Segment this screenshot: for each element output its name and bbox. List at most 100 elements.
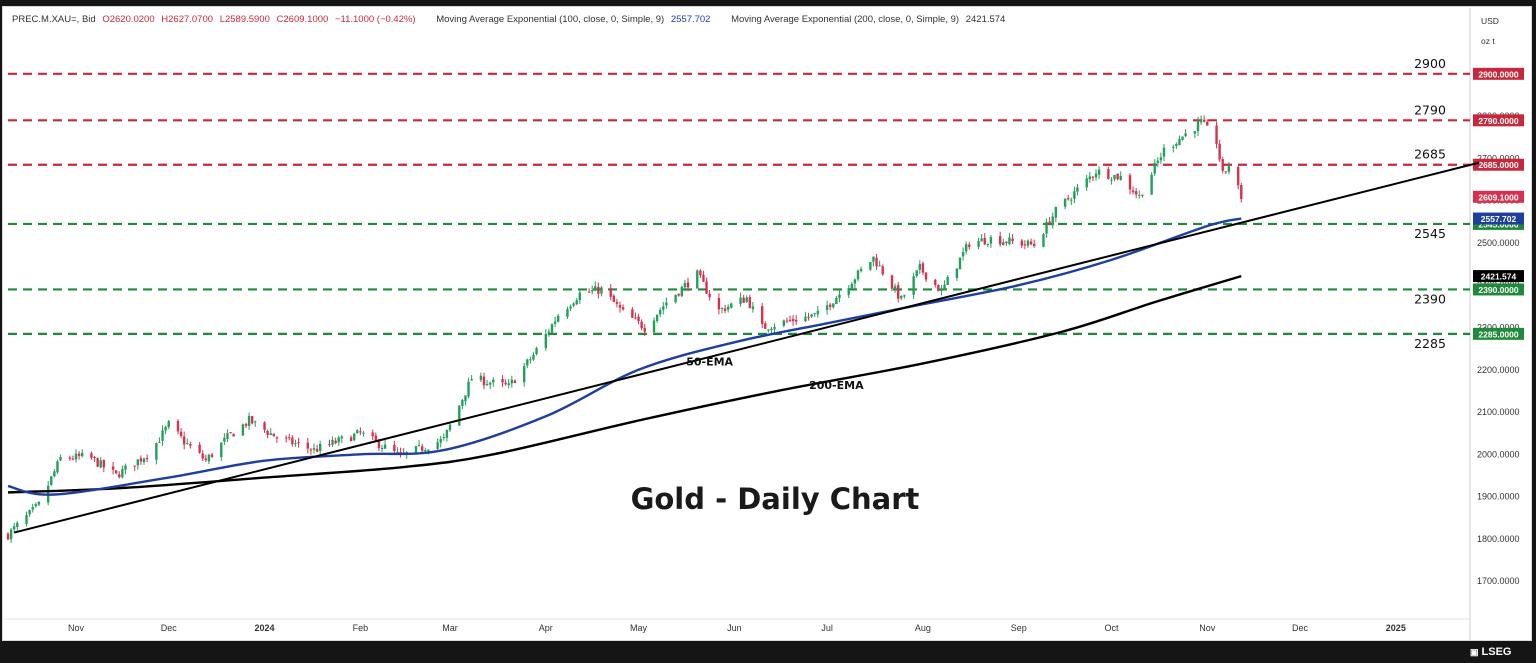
candle — [764, 321, 767, 329]
candle — [167, 419, 170, 430]
candle-body — [674, 294, 677, 303]
candle-body — [1138, 194, 1141, 196]
candle — [93, 456, 96, 463]
candle — [850, 281, 854, 290]
candle — [164, 425, 167, 435]
unit-label[interactable]: oz t — [1481, 36, 1495, 46]
candle-body — [294, 443, 297, 445]
candle — [730, 302, 733, 309]
candle-body — [133, 465, 136, 467]
candle-body — [1184, 133, 1187, 137]
ema200-label[interactable]: Moving Average Exponential (200, close, … — [731, 14, 960, 25]
candle — [1094, 169, 1098, 181]
candle-body — [634, 317, 637, 319]
candle-body — [816, 310, 820, 315]
candle-body — [726, 306, 730, 310]
candle — [121, 465, 124, 479]
candle — [1032, 239, 1036, 248]
candle — [1240, 182, 1243, 203]
candle — [201, 450, 204, 462]
candle — [90, 451, 93, 460]
candle — [204, 454, 208, 462]
candle-body — [590, 290, 594, 292]
candle-body — [220, 442, 223, 457]
logo-icon: ▣ — [1470, 647, 1479, 657]
candle — [640, 319, 643, 331]
candle — [615, 298, 619, 308]
ema100-label[interactable]: Moving Average Exponential (100, close, … — [436, 14, 665, 25]
candle-body — [136, 459, 140, 466]
level-price-tag — [1473, 283, 1524, 296]
candle — [507, 379, 510, 389]
candle — [748, 294, 752, 309]
candle — [522, 362, 526, 387]
candle-body — [875, 257, 878, 267]
candle — [983, 233, 986, 246]
x-tick-label: Aug — [915, 623, 931, 633]
level-label-2390: 2390 — [1414, 291, 1446, 306]
candle-body — [640, 321, 643, 329]
change-value: −11.1000 (−0.42%) — [334, 14, 416, 25]
candle — [998, 231, 1002, 247]
candle-body — [748, 297, 752, 308]
candle-body — [167, 421, 170, 428]
candle-body — [850, 283, 854, 290]
candle — [1119, 171, 1122, 181]
candle — [306, 437, 310, 454]
candle-body — [25, 515, 28, 524]
candle-body — [461, 400, 464, 406]
candle-body — [1008, 237, 1011, 245]
candle-body — [696, 270, 699, 289]
candle — [356, 429, 359, 434]
candle-body — [263, 422, 266, 430]
candle — [1054, 206, 1058, 223]
currency-label[interactable]: USD — [1481, 16, 1499, 26]
candle — [1042, 232, 1045, 248]
candle — [1048, 217, 1051, 226]
candle-body — [1172, 146, 1175, 148]
candle — [859, 266, 863, 273]
candle — [1023, 240, 1027, 250]
candle-body — [764, 323, 767, 329]
candle — [875, 253, 878, 270]
candle-body — [309, 449, 313, 451]
candle — [179, 428, 183, 439]
candle — [924, 272, 928, 283]
candle-body — [940, 289, 943, 292]
candle-body — [835, 297, 838, 305]
candle — [881, 264, 884, 276]
candle — [1073, 186, 1076, 204]
candle-body — [853, 279, 857, 284]
candle — [291, 435, 294, 447]
candle — [315, 444, 319, 453]
candle-body — [745, 297, 748, 302]
candle-body — [1054, 207, 1058, 218]
candle — [485, 379, 489, 387]
candle-body — [420, 446, 424, 451]
candle — [597, 282, 600, 299]
candle-body — [1159, 157, 1163, 161]
candle-body — [417, 445, 421, 447]
candle — [612, 294, 616, 303]
candle-body — [658, 310, 662, 315]
candle-body — [139, 458, 143, 462]
candle-body — [730, 303, 733, 308]
candle-body — [28, 510, 31, 515]
candle — [696, 269, 699, 289]
candle-body — [442, 437, 446, 439]
candle-body — [241, 424, 245, 436]
symbol-label[interactable]: PREC.M.XAU=, Bid — [12, 14, 96, 25]
candle — [1150, 172, 1153, 195]
candle-body — [980, 238, 983, 242]
candle — [436, 438, 439, 452]
candle — [1206, 119, 1209, 126]
candle — [1097, 166, 1101, 179]
candle — [470, 375, 473, 381]
candle — [813, 312, 816, 317]
candle — [510, 375, 514, 388]
candle — [1215, 121, 1218, 149]
candle — [1113, 174, 1116, 182]
candle-body — [529, 359, 532, 361]
level-label-2685: 2685 — [1414, 147, 1446, 162]
